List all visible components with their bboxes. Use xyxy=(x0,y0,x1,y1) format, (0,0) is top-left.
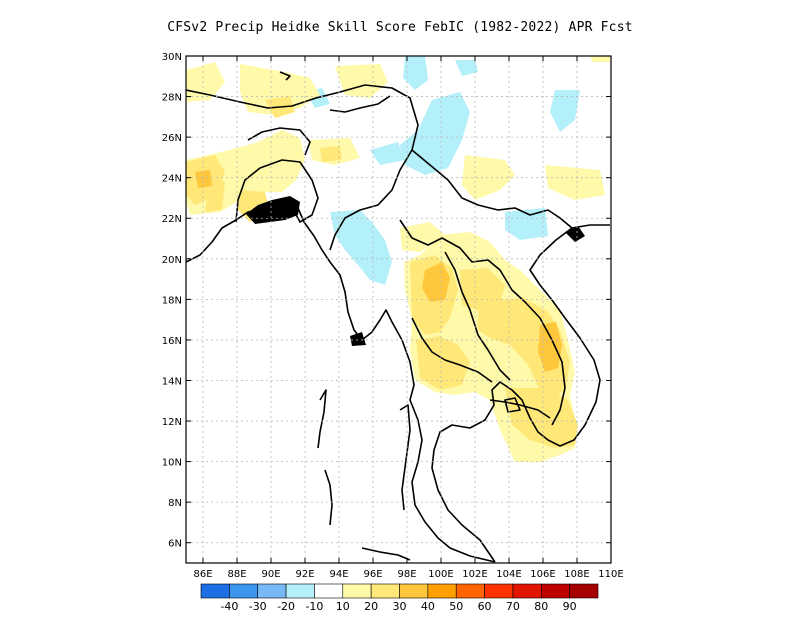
lon-tick-label: 104E xyxy=(496,569,521,580)
colorbar-swatch xyxy=(427,583,457,599)
lon-tick-label: 96E xyxy=(363,569,382,580)
lat-tick-label: 26N xyxy=(162,133,182,144)
colorbar-swatch xyxy=(229,583,259,599)
colorbar-label: 20 xyxy=(364,600,378,613)
lat-tick-label: 14N xyxy=(162,376,182,387)
axis-ticks xyxy=(186,55,612,563)
lat-lon-grid xyxy=(186,56,611,563)
lon-tick-label: 98E xyxy=(397,569,416,580)
colorbar-label: 70 xyxy=(506,600,520,613)
lat-tick-label: 8N xyxy=(168,498,182,509)
colorbar-swatch xyxy=(370,583,400,599)
colorbar-label: 80 xyxy=(534,600,548,613)
lat-tick-label: 28N xyxy=(162,93,182,104)
colorbar-swatch xyxy=(257,583,287,599)
colorbar-label: -10 xyxy=(305,600,323,613)
colorbar-swatch xyxy=(285,583,315,599)
colorbar-label: -30 xyxy=(249,600,267,613)
lon-tick-label: 92E xyxy=(295,569,314,580)
delta-marks xyxy=(246,196,585,346)
colorbar-swatch xyxy=(314,583,344,599)
lat-tick-label: 22N xyxy=(162,214,182,225)
map-title: CFSv2 Precip Heidke Skill Score FebIC (1… xyxy=(167,20,633,35)
lon-tick-label: 102E xyxy=(462,569,487,580)
lat-tick-label: 30N xyxy=(162,52,182,63)
lon-tick-label: 100E xyxy=(428,569,453,580)
lat-tick-label: 16N xyxy=(162,336,182,347)
colorbar-label: 50 xyxy=(449,600,463,613)
colorbar-labels: -40 -30 -20 -10 10 20 30 40 50 60 70 80 90 xyxy=(220,600,576,613)
lon-tick-label: 106E xyxy=(530,569,555,580)
lon-tick-labels: 86E 88E 90E 92E 94E 96E 98E 100E 102E 104E 106E 108… xyxy=(193,569,623,580)
lon-tick-label: 108E xyxy=(564,569,589,580)
colorbar-label: -40 xyxy=(220,600,238,613)
lat-tick-label: 20N xyxy=(162,255,182,266)
lat-tick-label: 24N xyxy=(162,174,182,185)
colorbar-swatch xyxy=(512,583,542,599)
lon-tick-label: 90E xyxy=(261,569,280,580)
colorbar-swatch xyxy=(200,583,230,599)
colorbar-label: 40 xyxy=(421,600,435,613)
lon-tick-label: 86E xyxy=(193,569,212,580)
colorbar-label: 10 xyxy=(336,600,350,613)
colorbar-swatch xyxy=(484,583,514,599)
colorbar-swatch xyxy=(455,583,485,599)
lon-tick-label: 94E xyxy=(329,569,348,580)
colorbar-label: 90 xyxy=(563,600,577,613)
colorbar xyxy=(200,583,599,599)
colorbar-swatch xyxy=(540,583,570,599)
lat-tick-labels: 30N 28N 26N 24N 22N 20N 18N 16N 14N 12N 10N 8N 6N xyxy=(162,52,182,550)
lat-tick-label: 6N xyxy=(168,539,182,550)
colorbar-swatch xyxy=(569,583,599,599)
colorbar-label: 60 xyxy=(478,600,492,613)
lon-tick-label: 88E xyxy=(227,569,246,580)
lat-tick-label: 18N xyxy=(162,295,182,306)
skill-shading xyxy=(186,56,610,462)
colorbar-label: -20 xyxy=(277,600,295,613)
colorbar-label: 30 xyxy=(393,600,407,613)
lat-tick-label: 12N xyxy=(162,417,182,428)
lon-tick-label: 110E xyxy=(598,569,623,580)
map-frame xyxy=(185,55,612,564)
colorbar-swatch xyxy=(342,583,372,599)
lat-tick-label: 10N xyxy=(162,458,182,469)
colorbar-swatch xyxy=(399,583,429,599)
